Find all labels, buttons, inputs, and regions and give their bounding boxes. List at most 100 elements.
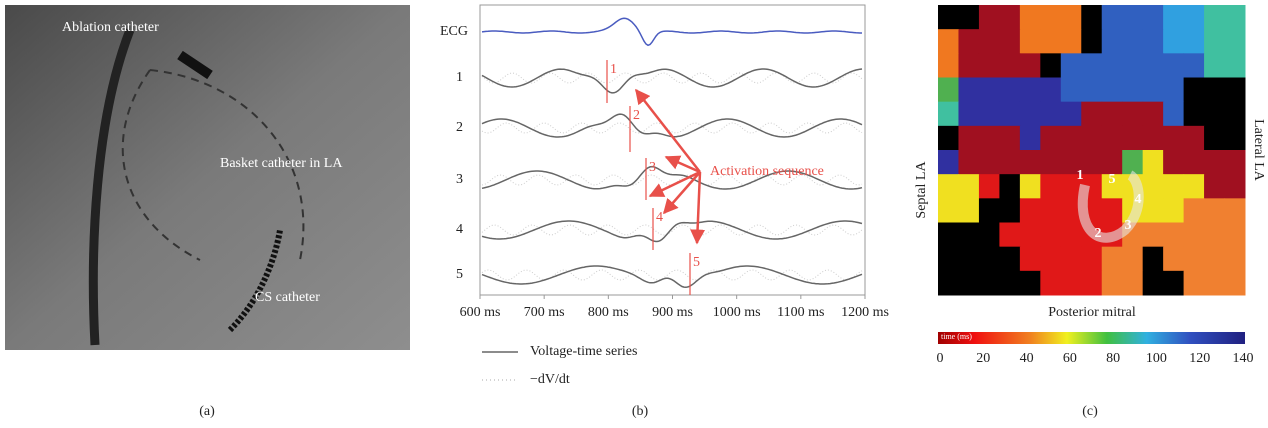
map-cell xyxy=(1224,270,1246,296)
channel-label: 2 xyxy=(456,120,463,135)
map-cell xyxy=(1163,222,1185,248)
map-cell xyxy=(999,270,1021,296)
map-cell xyxy=(1019,5,1041,30)
map-cell xyxy=(1081,101,1103,127)
map-cell xyxy=(1060,174,1082,199)
map-cell xyxy=(1204,125,1226,151)
map-cell xyxy=(1163,198,1185,223)
map-cell xyxy=(999,198,1021,223)
map-cell xyxy=(978,5,1000,30)
x-tick-label: 900 ms xyxy=(652,305,693,320)
map-cell xyxy=(1142,77,1164,103)
derivative-trace xyxy=(481,269,863,281)
map-cell xyxy=(1163,29,1185,54)
map-cell xyxy=(1142,222,1164,248)
colorbar-tick-label: 60 xyxy=(1063,351,1077,366)
x-tick-label: 700 ms xyxy=(524,305,565,320)
map-cell xyxy=(1142,174,1164,199)
map-cell xyxy=(1142,270,1164,296)
map-cell xyxy=(1040,101,1062,127)
map-cell xyxy=(978,246,1000,272)
map-cell xyxy=(1060,101,1082,127)
colorbar xyxy=(938,332,1245,344)
colorbar-tick-label: 20 xyxy=(976,351,990,366)
map-cell xyxy=(938,29,959,54)
map-cell xyxy=(1163,53,1185,78)
map-cell xyxy=(1019,198,1041,223)
legend-label: Voltage-time series xyxy=(530,344,637,359)
xray-label: Ablation catheter xyxy=(62,20,159,35)
map-cell xyxy=(1060,29,1082,54)
map-cell xyxy=(1101,125,1123,151)
map-cell xyxy=(1019,53,1041,78)
map-cell xyxy=(1081,246,1103,272)
map-cell xyxy=(1101,246,1123,272)
map-cell xyxy=(1101,150,1123,175)
map-cell xyxy=(1040,150,1062,175)
caption: (c) xyxy=(1082,404,1098,419)
map-cell xyxy=(1101,77,1123,103)
map-cell xyxy=(1204,5,1226,30)
map-cell xyxy=(958,5,980,30)
map-cell xyxy=(938,246,959,272)
map-cell xyxy=(1204,150,1226,175)
map-cell xyxy=(1019,29,1041,54)
map-cell xyxy=(1019,77,1041,103)
voltage-trace xyxy=(481,113,863,138)
map-cell xyxy=(999,150,1021,175)
map-cell xyxy=(1122,246,1144,272)
signal-panel xyxy=(481,17,863,289)
map-cell xyxy=(1101,101,1123,127)
map-cell xyxy=(1224,77,1246,103)
map-cell xyxy=(938,270,959,296)
marker-label: 5 xyxy=(693,255,700,270)
map-cell xyxy=(1122,29,1144,54)
map-cell xyxy=(958,198,980,223)
map-cell xyxy=(938,198,959,223)
x-tick-label: 1100 ms xyxy=(777,305,824,320)
map-cell xyxy=(978,174,1000,199)
map-cell xyxy=(1081,29,1103,54)
map-cell xyxy=(1224,198,1246,223)
map-cell xyxy=(1040,125,1062,151)
map-cell xyxy=(1163,125,1185,151)
activation-arrow xyxy=(648,170,701,198)
map-cell xyxy=(1060,246,1082,272)
side-label: Lateral LA xyxy=(1251,119,1266,182)
map-cell xyxy=(1183,246,1205,272)
map-cell xyxy=(1163,174,1185,199)
map-cell xyxy=(1060,5,1082,30)
map-cell xyxy=(978,125,1000,151)
map-cell xyxy=(1204,101,1226,127)
map-cell xyxy=(978,270,1000,296)
map-cell xyxy=(1204,29,1226,54)
map-cell xyxy=(1019,270,1041,296)
map-cell xyxy=(1224,101,1246,127)
activation-map xyxy=(938,5,1246,296)
map-cell xyxy=(958,150,980,175)
x-tick-label: 1000 ms xyxy=(713,305,761,320)
map-cell xyxy=(1183,174,1205,199)
map-cell xyxy=(1081,53,1103,78)
legend-label: −dV/dt xyxy=(530,372,570,387)
map-cell xyxy=(958,77,980,103)
marker-label: 3 xyxy=(649,160,656,175)
map-cell xyxy=(1183,53,1205,78)
map-cell xyxy=(999,77,1021,103)
map-cell xyxy=(1081,125,1103,151)
map-cell xyxy=(1224,53,1246,78)
map-cell xyxy=(999,125,1021,151)
map-cell xyxy=(1224,222,1246,248)
map-cell xyxy=(1019,246,1041,272)
map-cell xyxy=(1204,270,1226,296)
caption: (b) xyxy=(632,404,649,419)
map-cell xyxy=(1081,5,1103,30)
map-cell xyxy=(1040,29,1062,54)
map-cell xyxy=(978,29,1000,54)
path-label: 1 xyxy=(1077,168,1084,183)
map-cell xyxy=(1142,29,1164,54)
map-cell xyxy=(1224,174,1246,199)
map-cell xyxy=(1101,5,1123,30)
map-cell xyxy=(1040,53,1062,78)
map-cell xyxy=(1019,101,1041,127)
